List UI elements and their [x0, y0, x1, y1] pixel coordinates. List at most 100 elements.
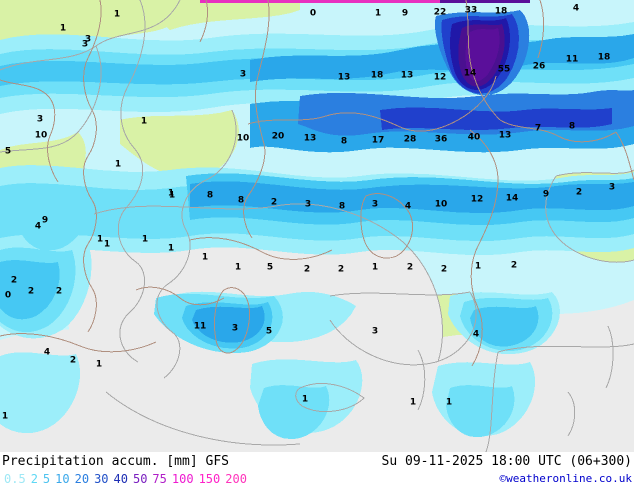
- precip-value-label: 28: [403, 134, 417, 145]
- precip-value-label: 4: [472, 329, 480, 340]
- precip-top-strip-purple: [440, 0, 530, 3]
- precip-value-label: 1: [103, 239, 111, 250]
- precip-value-label: 7: [534, 123, 542, 134]
- precip-value-label: 8: [237, 195, 245, 206]
- precip-value-label: 1: [114, 159, 122, 170]
- precip-value-label: 20: [271, 131, 285, 142]
- precip-value-label: 11: [565, 54, 579, 65]
- precip-value-label: 1: [95, 359, 103, 370]
- precip-value-label: 13: [303, 133, 317, 144]
- precip-value-label: 1: [234, 262, 242, 273]
- legend-stop-40[interactable]: 40: [113, 472, 128, 486]
- precip-value-label: 18: [597, 52, 611, 63]
- legend-stop-50[interactable]: 50: [132, 472, 148, 486]
- precip-value-label: 1: [474, 261, 482, 272]
- precip-value-label: 2: [575, 187, 583, 198]
- precip-value-label: 18: [370, 70, 384, 81]
- legend-stop-30[interactable]: 30: [94, 472, 109, 486]
- precip-value-label: 3: [304, 199, 312, 210]
- precip-band-10-s2: [470, 306, 539, 347]
- precip-band-5-s3: [258, 385, 330, 440]
- precip-value-label: 1: [168, 190, 176, 201]
- precip-value-label: 33: [464, 5, 478, 16]
- precip-value-label: 4: [572, 3, 580, 14]
- precip-band-5-s4: [446, 385, 515, 438]
- precip-band-2-sw: [0, 352, 81, 434]
- precip-value-label: 3: [81, 39, 89, 50]
- border-layer: [0, 0, 634, 367]
- precip-value-label: 1: [445, 397, 453, 408]
- precip-value-label: 14: [505, 193, 519, 204]
- precipitation-map-canvas[interactable]: 5 0 1 2 4 3 3 3 9 4 2 2 2 1 1 1 1 1 1 1 1 1 1 8 8 2 3 8 3 4 10 12 14 9 2 3 1…: [0, 0, 634, 452]
- precip-value-label: 3: [239, 69, 247, 80]
- precip-value-label: 5: [266, 262, 274, 273]
- legend-stop-75[interactable]: 75: [152, 472, 167, 486]
- precip-value-label: 1: [167, 188, 175, 199]
- precipitation-map-svg: [0, 0, 634, 452]
- map-footer: Precipitation accum. [mm] GFS Su 09-11-2…: [0, 452, 634, 490]
- precip-value-label: 2: [337, 264, 345, 275]
- precip-value-label: 4: [404, 201, 412, 212]
- precip-value-label: 2: [10, 275, 18, 286]
- precip-band-10-w: [0, 260, 60, 320]
- precip-value-label: 1: [301, 394, 309, 405]
- precip-value-label: 2: [69, 355, 77, 366]
- precip-value-label: 1: [1, 411, 9, 422]
- precip-value-label: 1: [371, 262, 379, 273]
- precip-value-label: 3: [84, 34, 92, 45]
- precip-value-label: 9: [401, 8, 409, 19]
- precip-value-label: 2: [270, 197, 278, 208]
- precip-value-label: 8: [206, 190, 214, 201]
- precip-value-label: 1: [140, 116, 148, 127]
- precip-value-label: 9: [41, 215, 49, 226]
- precip-value-label: 8: [340, 136, 348, 147]
- precip-value-label: 2: [406, 262, 414, 273]
- precip-value-label: 18: [494, 6, 508, 17]
- precip-value-label: 1: [113, 9, 121, 20]
- footer-copyright[interactable]: ©weatheronline.co.uk: [499, 472, 632, 485]
- legend-stop-10[interactable]: 10: [55, 472, 70, 486]
- precip-band-40-arm: [380, 107, 612, 130]
- legend-stop-0p5[interactable]: 0.5: [4, 472, 26, 486]
- precip-value-label: 13: [498, 130, 512, 141]
- precip-value-label: 8: [568, 121, 576, 132]
- precip-value-label: 2: [55, 286, 63, 297]
- precip-value-label: 10: [434, 199, 448, 210]
- legend-stop-200[interactable]: 200: [225, 472, 247, 486]
- precip-value-label: 10: [236, 133, 250, 144]
- legend-stop-2[interactable]: 2: [30, 472, 38, 486]
- precip-value-label: 40: [467, 132, 481, 143]
- precip-value-label: 17: [371, 135, 385, 146]
- legend-stop-5[interactable]: 5: [42, 472, 51, 486]
- precip-value-label: 12: [470, 194, 484, 205]
- land-dry-n: [140, 0, 300, 30]
- precip-band-100-core: [465, 28, 500, 82]
- precip-band-5-w2: [18, 185, 91, 251]
- precip-value-label: 1: [96, 234, 104, 245]
- legend-stop-150[interactable]: 150: [198, 472, 221, 486]
- legend-stop-20[interactable]: 20: [74, 472, 90, 486]
- legend-scale[interactable]: 0.5 2 5 10 20 30 40 50 75 100 150 200: [4, 472, 252, 486]
- precip-value-label: 3: [371, 199, 379, 210]
- land-dry-wc: [120, 110, 239, 179]
- precip-top-strip-magenta: [200, 0, 440, 3]
- footer-datetime: Su 09-11-2025 18:00 UTC (06+300): [381, 454, 632, 469]
- legend-stop-100[interactable]: 100: [171, 472, 194, 486]
- precip-value-label: 2: [303, 264, 311, 275]
- precip-value-label: 13: [400, 70, 414, 81]
- precip-band-20-central: [190, 181, 634, 214]
- precip-value-label: 8: [338, 201, 346, 212]
- precip-value-label: 10: [34, 130, 48, 141]
- precip-value-label: 14: [463, 68, 477, 79]
- precip-value-label: 3: [608, 182, 616, 193]
- precip-band-20-north: [250, 34, 634, 82]
- precip-value-label: 1: [141, 234, 149, 245]
- coastline-layer: [0, 0, 634, 452]
- precip-value-label: 22: [433, 7, 447, 18]
- precip-value-label: 2: [27, 286, 35, 297]
- precip-value-label: 55: [497, 64, 511, 75]
- precip-value-label: 26: [532, 61, 546, 72]
- precip-value-label: 3: [36, 114, 44, 125]
- precip-value-label: 1: [201, 252, 209, 263]
